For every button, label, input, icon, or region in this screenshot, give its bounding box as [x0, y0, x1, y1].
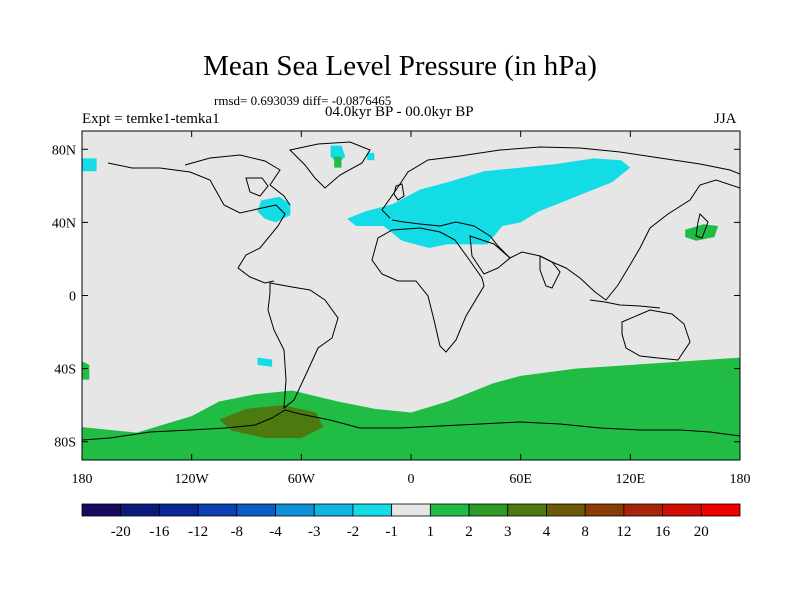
- colorbar-swatch: [546, 503, 586, 517]
- colorbar-label: -20: [111, 524, 131, 540]
- coast-hudson-bay: [245, 177, 269, 197]
- coast-africa: [371, 227, 485, 353]
- coast-north-america: [107, 162, 286, 284]
- y-tick-label: 40S: [54, 363, 76, 378]
- colorbar-label: 1: [427, 524, 435, 540]
- colorbar-swatch: [507, 503, 547, 517]
- region-southern-ocean-high: [82, 357, 740, 460]
- colorbar-swatch: [159, 503, 199, 517]
- colorbar-label: 2: [465, 524, 473, 540]
- colorbar-swatch: [584, 503, 625, 517]
- y-tick-label: 0: [69, 290, 76, 305]
- region-mediterranean-low: [392, 213, 494, 245]
- colorbar-label: -2: [347, 524, 360, 540]
- region-north-pacific-high: [685, 224, 719, 241]
- colorbar-swatch: [275, 503, 315, 517]
- region-alaska-low: [82, 158, 97, 172]
- period-label: 04.0kyr BP - 00.0kyr BP: [325, 104, 474, 120]
- colorbar-swatch: [623, 503, 663, 517]
- coast-north-america-arctic: [184, 154, 291, 206]
- colorbar-swatch: [662, 503, 702, 517]
- chart-title: Mean Sea Level Pressure (in hPa): [203, 50, 597, 82]
- colorbar-label: 12: [616, 524, 631, 540]
- coast-indonesia: [589, 299, 661, 309]
- season-label: JJA: [714, 111, 737, 127]
- colorbar-label: 4: [543, 524, 551, 540]
- colorbar-label: 20: [694, 524, 709, 540]
- y-tick-label: 40N: [52, 216, 76, 231]
- y-axis: 80N 40N 0 40S 80S: [52, 143, 740, 451]
- colorbar-swatch: [391, 503, 431, 517]
- x-tick-label: 120W: [175, 472, 210, 487]
- coast-uk: [393, 183, 405, 201]
- coast-greenland: [288, 141, 371, 189]
- region-greenland-low-2: [367, 152, 375, 161]
- experiment-label: Expt = temke1-temka1: [82, 111, 220, 127]
- colorbar-label: 3: [504, 524, 512, 540]
- coast-europe-asia: [381, 146, 740, 219]
- coast-asia-east: [391, 179, 740, 301]
- region-south-america-high: [82, 361, 90, 380]
- colorbar-swatch: [429, 503, 470, 517]
- colorbar-swatch: [352, 503, 393, 517]
- colorbar-label: -3: [308, 524, 321, 540]
- colorbar-label: -8: [231, 524, 244, 540]
- colorbar: -20 -16 -12 -8 -4 -3 -2 -1 1 2 3 4 8 12 16 20: [81, 503, 741, 540]
- coast-japan: [695, 213, 709, 239]
- y-tick-label: 80S: [54, 436, 76, 451]
- x-tick-label: 0: [408, 472, 415, 487]
- x-tick-label: 120E: [616, 472, 646, 487]
- colorbar-swatch: [120, 503, 160, 517]
- colorbar-swatch: [468, 503, 509, 517]
- colorbar-label: -4: [269, 524, 282, 540]
- coast-south-america: [267, 282, 339, 410]
- x-tick-label: 180: [730, 472, 751, 487]
- colorbar-swatch: [700, 503, 741, 517]
- coast-australia: [621, 309, 691, 361]
- x-tick-label: 60E: [509, 472, 532, 487]
- region-north-america-low: [257, 196, 291, 223]
- colorbar-swatch: [236, 503, 276, 517]
- stats-line: rmsd= 0.693039 diff= -0.0876465: [214, 93, 392, 108]
- coast-arabia: [469, 235, 511, 275]
- x-tick-label: 180: [72, 472, 93, 487]
- colorbar-label: 8: [581, 524, 589, 540]
- colorbar-swatch: [81, 503, 122, 517]
- colorbar-label: -1: [385, 524, 398, 540]
- coastlines: [82, 141, 740, 441]
- colorbar-swatch: [197, 503, 238, 517]
- region-south-atlantic-low: [257, 357, 273, 367]
- colorbar-swatch: [313, 503, 354, 517]
- y-tick-label: 80N: [52, 143, 76, 158]
- colorbar-label: -16: [149, 524, 169, 540]
- x-axis: 180 120W 60W 0 60E 120E 180: [72, 131, 751, 487]
- coast-antarctica: [82, 409, 740, 441]
- x-tick-label: 60W: [288, 472, 316, 487]
- colorbar-label: -12: [188, 524, 208, 540]
- colorbar-label: 16: [655, 524, 671, 540]
- region-greenland-high: [334, 156, 342, 168]
- coast-india: [539, 255, 561, 289]
